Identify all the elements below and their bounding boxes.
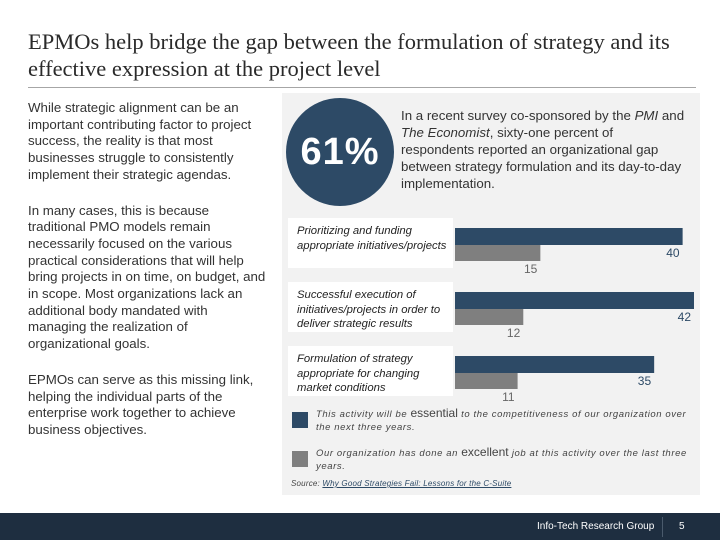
stat-text-and: and <box>658 108 685 123</box>
body-text: While strategic alignment can be an impo… <box>28 100 268 458</box>
legend-excellent-after: job at this activity over the last three… <box>316 448 687 472</box>
stat-text-part1: In a recent survey co-sponsored by the <box>401 108 635 123</box>
footer-bar <box>0 513 720 540</box>
footer-company: Info-Tech Research Group <box>537 521 655 532</box>
bar-excellent-prioritizing <box>455 245 541 261</box>
data-label-excellent-execution: 12 <box>507 326 521 340</box>
paragraph-3: EPMOs can serve as this missing link, he… <box>28 371 254 437</box>
category-label-formulation: Formulation of strategy appropriate for … <box>297 353 420 394</box>
data-label-excellent-formulation: 11 <box>502 390 515 404</box>
bar-essential-prioritizing <box>455 228 683 245</box>
bar-excellent-formulation <box>455 373 518 389</box>
bar-essential-formulation <box>455 356 655 373</box>
legend-excellent-before: Our organization has done an <box>316 448 462 459</box>
stat-pmi: PMI <box>634 108 659 123</box>
category-label-execution: Successful execution of initiatives/proj… <box>297 289 441 330</box>
legend-essential-before: This activity will be <box>316 409 411 420</box>
legend-swatch-excellent <box>292 451 308 467</box>
legend-swatch-essential <box>292 412 308 428</box>
legend-excellent-word: excellent <box>461 445 509 459</box>
stat-economist: The Economist <box>401 125 490 140</box>
bar-essential-execution <box>455 292 694 309</box>
source-link[interactable]: Why Good Strategies Fail: Lessons for th… <box>322 479 512 488</box>
page-number: 5 <box>679 521 685 532</box>
data-label-essential-formulation: 35 <box>638 374 652 388</box>
paragraph-2: In many cases, this is because tradition… <box>28 202 266 352</box>
stat-text-part2: , sixty-one percent of respondents repor… <box>401 125 682 191</box>
data-label-excellent-prioritizing: 15 <box>524 262 538 276</box>
legend-essential-after: to the competitiveness of our organizati… <box>316 409 687 433</box>
title-divider <box>28 87 696 88</box>
source-prefix: Source: <box>291 479 323 488</box>
data-label-essential-prioritizing: 40 <box>666 246 680 260</box>
category-label-box-formulation <box>288 346 453 396</box>
category-label-prioritizing: Prioritizing and funding appropriate ini… <box>297 225 447 252</box>
bar-excellent-execution <box>455 309 524 325</box>
legend-essential-word: essential <box>410 406 458 420</box>
slide-title: EPMOs help bridge the gap between the fo… <box>28 29 670 81</box>
category-label-box-prioritizing <box>288 218 453 268</box>
stat-description: In a recent survey co-sponsored by the P… <box>401 107 686 192</box>
legend-essential: This activity will be essential to the c… <box>316 407 691 434</box>
legend-excellent: Our organization has done an excellent j… <box>316 446 691 473</box>
stat-circle: 61% <box>286 98 394 206</box>
category-label-box-execution <box>288 282 453 332</box>
footer-divider <box>662 517 663 537</box>
stat-value: 61% <box>300 130 380 173</box>
source-citation: Source: Why Good Strategies Fail: Lesson… <box>291 479 511 488</box>
data-label-essential-execution: 42 <box>678 310 692 324</box>
paragraph-1: While strategic alignment can be an impo… <box>28 100 252 182</box>
